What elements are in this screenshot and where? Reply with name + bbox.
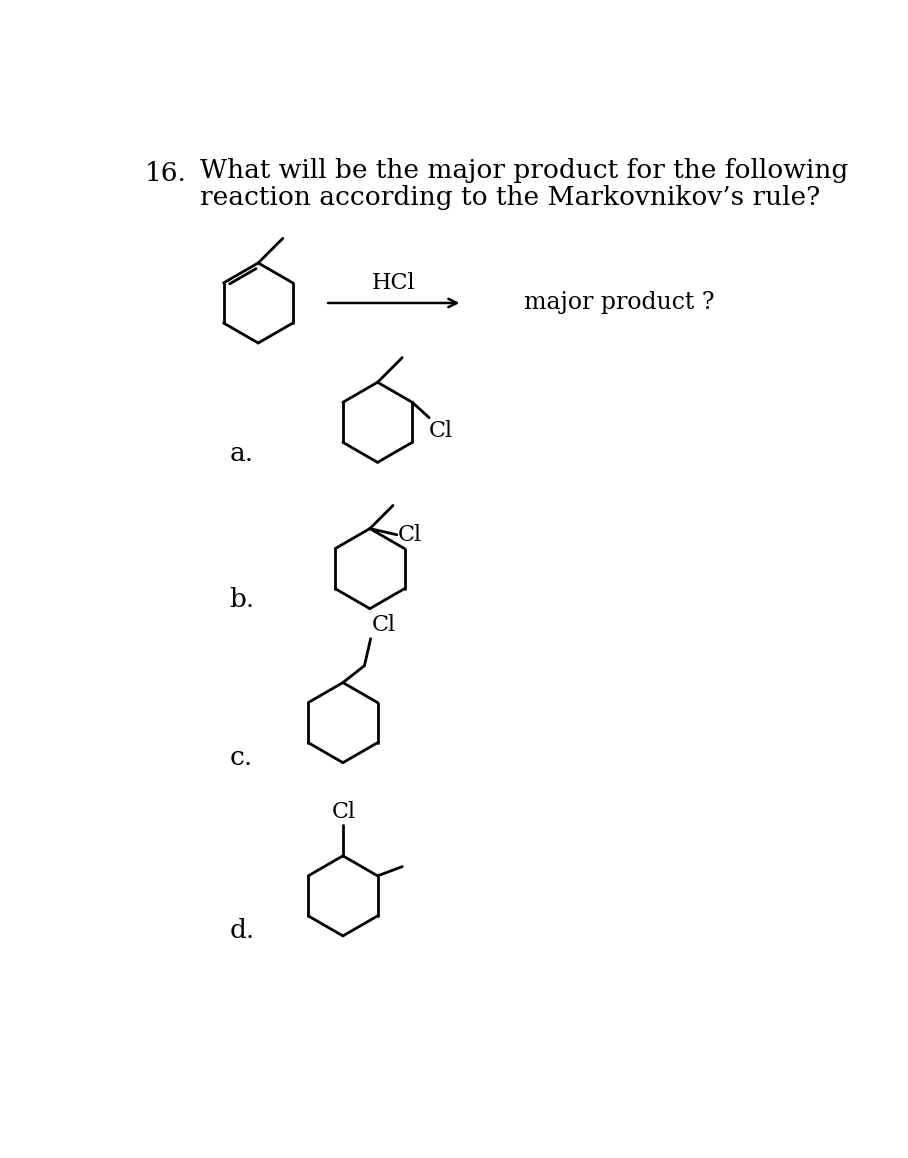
Text: c.: c. (230, 745, 253, 770)
Text: Cl: Cl (398, 523, 421, 545)
Text: What will be the major product for the following: What will be the major product for the f… (201, 159, 849, 183)
Text: HCl: HCl (372, 272, 416, 294)
Text: Cl: Cl (372, 615, 396, 637)
Text: 16.: 16. (145, 161, 187, 185)
Text: a.: a. (230, 441, 254, 466)
Text: Cl: Cl (429, 420, 453, 442)
Text: reaction according to the Markovnikov’s rule?: reaction according to the Markovnikov’s … (201, 185, 821, 210)
Text: b.: b. (230, 587, 255, 611)
Text: major product ?: major product ? (524, 292, 715, 315)
Text: Cl: Cl (332, 801, 356, 823)
Text: d.: d. (230, 918, 255, 943)
